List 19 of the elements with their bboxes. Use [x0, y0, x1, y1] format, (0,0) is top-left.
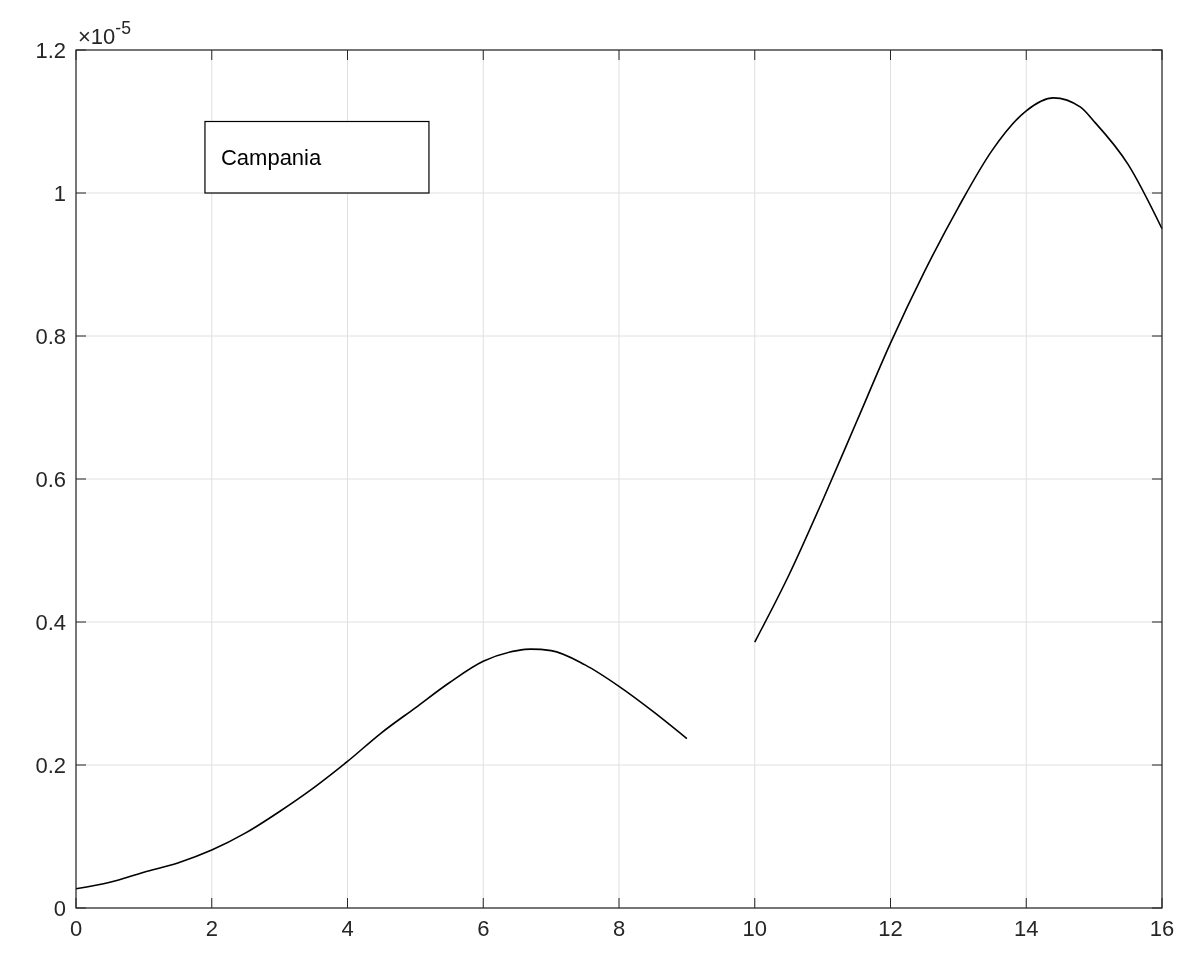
y-tick-label: 0 [53, 896, 66, 921]
y-tick-label: 0.6 [35, 467, 66, 492]
x-tick-label: 6 [477, 916, 490, 941]
x-tick-label: 8 [612, 916, 626, 941]
y-tick-label: 0.8 [35, 324, 66, 349]
text-box: Campania [204, 120, 430, 194]
text: ×10$^{-5}$ [78, 18, 132, 49]
y-tick-label: 0.4 [35, 610, 66, 635]
x-tick-label: 4 [341, 916, 354, 941]
y-tick-label: 1.2 [35, 38, 66, 63]
y-tick-label: 0.2 [35, 753, 66, 778]
y-tick-label: 1 [53, 181, 66, 206]
x-tick-label: 2 [205, 916, 218, 941]
x-tick-label: 0 [69, 916, 83, 941]
x-tick-label: 14 [1014, 916, 1039, 941]
x-tick-label: 16 [1149, 916, 1175, 941]
x-tick-label: 10 [742, 916, 767, 941]
annotation: Campania [220, 145, 323, 171]
x-tick-label: 12 [878, 916, 903, 941]
